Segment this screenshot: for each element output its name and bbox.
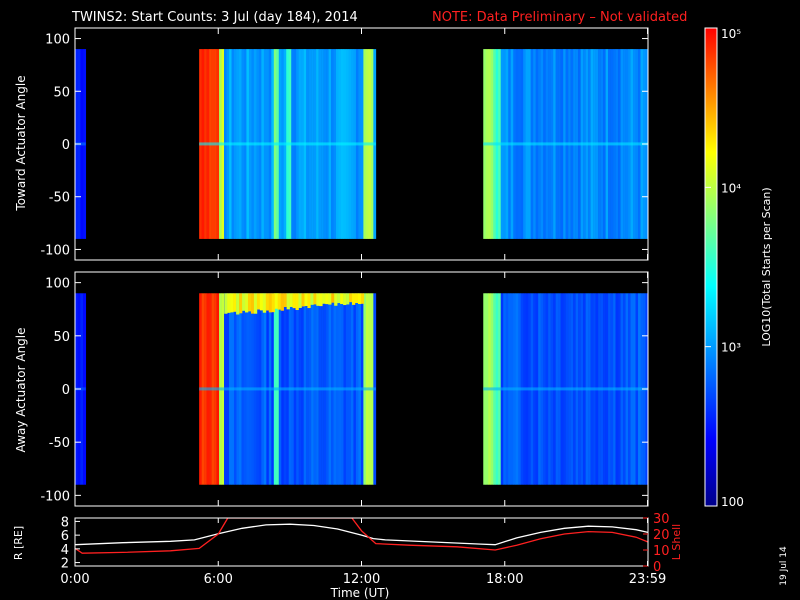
heatmap-cell: [250, 293, 255, 314]
right-tick-label: 0: [653, 560, 661, 575]
away-heatmap-panel: 100 50 0 -50 -100: [40, 271, 649, 507]
right-tick-label: 30: [653, 512, 670, 527]
heatmap-cell: [239, 293, 243, 314]
heatmap-cell: [325, 293, 329, 305]
heatmap-cell: [227, 293, 231, 313]
y-tick-label: 50: [53, 330, 70, 345]
heatmap-cell: [483, 387, 648, 391]
heatmap-cell: [286, 293, 290, 310]
heatmap-cell: [354, 293, 359, 304]
heatmap-cell: [265, 293, 270, 311]
heatmap-cell: [360, 293, 365, 304]
heatmap-cell: [301, 293, 305, 307]
toward-heatmap-panel: 100 50 0 -50 -100: [40, 27, 649, 261]
colorbar-label: LOG10(Total Starts per Scan): [760, 187, 773, 346]
left-tick-label: 4: [61, 543, 69, 558]
colorbar-tick-label: 10³: [721, 341, 741, 355]
heatmap-cell: [199, 387, 376, 391]
heatmap-cell: [328, 293, 332, 305]
colorbar-gradient: [704, 27, 718, 507]
away-ylabel: Away Actuator Angle: [14, 327, 28, 452]
heatmap-cell: [357, 293, 362, 305]
data-note: NOTE: Data Preliminary – Not validated: [432, 10, 687, 25]
heatmap-cell: [289, 293, 293, 307]
heatmap-cell: [247, 293, 252, 312]
heatmap-cell: [230, 293, 234, 313]
heatmap-cell: [322, 293, 326, 304]
heatmap-cell: [349, 293, 353, 303]
heatmap-cell: [274, 293, 279, 309]
right-tick-label: 20: [653, 528, 670, 543]
heatmap-cell: [340, 293, 344, 305]
heatmap-cell: [331, 293, 335, 303]
left-tick-label: 2: [61, 557, 69, 572]
heatmap-cell: [483, 142, 648, 146]
y-tick-label: -50: [49, 191, 70, 206]
orbit-ylabel-left: R [RE]: [12, 526, 25, 560]
x-tick-label: 12:00: [343, 572, 380, 587]
heatmap-cell: [242, 293, 246, 311]
left-tick-label: 6: [61, 529, 69, 544]
lshell-series-line: [75, 518, 648, 554]
heatmap-cell: [337, 293, 341, 304]
heatmap-cell: [319, 293, 323, 307]
y-tick-label: 0: [62, 138, 70, 153]
heatmap-cell: [268, 293, 273, 313]
toward-ylabel: Toward Actuator Angle: [14, 75, 28, 211]
x-tick-label: 23:59: [629, 572, 666, 587]
heatmap-cell: [233, 293, 237, 312]
colorbar-tick-label: 10⁵: [721, 27, 741, 41]
right-tick-label: 10: [653, 544, 670, 559]
x-tick-label: 6:00: [204, 572, 233, 587]
heatmap-cell: [304, 293, 308, 307]
colorbar-tick-label: 10⁴: [721, 181, 741, 195]
heatmap-cell: [310, 293, 314, 305]
heatmap-cell: [280, 293, 284, 311]
heatmap-cell: [283, 293, 287, 308]
y-tick-label: -100: [40, 489, 70, 504]
heatmap-cell: [245, 293, 249, 313]
heatmap-cell: [346, 293, 350, 305]
chart-title: TWINS2: Start Counts: 3 Jul (day 184), 2…: [71, 10, 358, 25]
heatmap-cell: [236, 293, 240, 315]
left-tick-label: 8: [61, 515, 69, 530]
radius-series-line: [75, 523, 648, 546]
time-axis-label: Time (UT): [330, 586, 390, 600]
orbit-ylabel-right: L Shell: [670, 524, 683, 560]
y-tick-label: 50: [53, 85, 70, 100]
heatmap-cell: [313, 293, 317, 305]
x-tick-label: 18:00: [486, 572, 523, 587]
heatmap-cell: [271, 293, 276, 313]
date-stamp: 19 Jul 14: [779, 546, 789, 586]
heatmap-cell: [352, 293, 356, 305]
y-tick-label: 100: [45, 33, 70, 48]
heatmap-cell: [295, 293, 299, 311]
colorbar: 100 10³ 10⁴ 10⁵ LOG10(Total Starts per Scan…: [704, 27, 773, 509]
heatmap-cell: [277, 293, 281, 310]
y-tick-label: 100: [45, 277, 70, 292]
heatmap-cell: [199, 142, 376, 146]
heatmap-cell: [253, 293, 258, 314]
heatmap-cell: [298, 293, 302, 308]
y-tick-label: -100: [40, 243, 70, 258]
heatmap-cell: [292, 293, 296, 309]
x-tick-label: 0:00: [60, 572, 89, 587]
heatmap-cell: [224, 293, 228, 314]
y-tick-label: -50: [49, 436, 70, 451]
heatmap-cell: [259, 293, 264, 311]
heatmap-cell: [262, 293, 267, 313]
colorbar-tick-label: 100: [721, 495, 744, 509]
heatmap-cell: [334, 293, 338, 306]
y-tick-label: 0: [62, 383, 70, 398]
heatmap-cell: [316, 293, 320, 306]
heatmap-cell: [307, 293, 311, 309]
heatmap-cell: [256, 293, 261, 310]
heatmap-cell: [343, 293, 347, 306]
